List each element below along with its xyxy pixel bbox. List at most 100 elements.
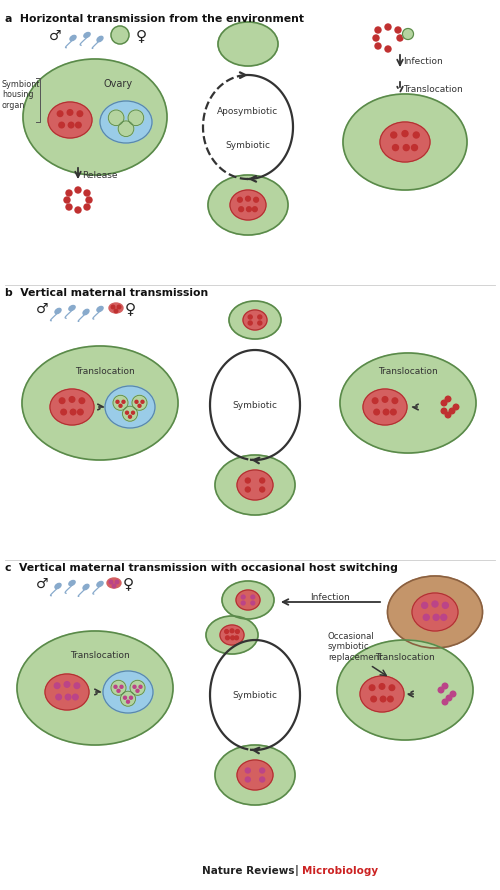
Circle shape: [132, 411, 134, 414]
Circle shape: [114, 685, 117, 688]
Circle shape: [230, 635, 234, 640]
Circle shape: [388, 696, 393, 702]
Circle shape: [413, 132, 419, 138]
Circle shape: [384, 409, 389, 415]
Circle shape: [230, 629, 234, 633]
Ellipse shape: [218, 22, 278, 66]
Circle shape: [108, 110, 124, 125]
Circle shape: [373, 35, 379, 41]
Circle shape: [445, 412, 451, 417]
Ellipse shape: [69, 305, 75, 311]
Circle shape: [251, 595, 254, 599]
Ellipse shape: [45, 674, 89, 710]
Circle shape: [372, 398, 378, 403]
Text: ♂: ♂: [49, 29, 61, 43]
Circle shape: [54, 683, 60, 689]
Circle shape: [236, 629, 240, 634]
Text: c  Vertical maternal transmission with occasional host switching: c Vertical maternal transmission with oc…: [5, 563, 398, 573]
Text: Symbiotic: Symbiotic: [226, 141, 270, 150]
Ellipse shape: [229, 301, 281, 339]
Circle shape: [248, 321, 252, 325]
Ellipse shape: [97, 581, 103, 587]
Ellipse shape: [222, 581, 274, 619]
Circle shape: [246, 768, 250, 773]
Circle shape: [246, 206, 252, 212]
Circle shape: [126, 700, 130, 703]
Ellipse shape: [230, 190, 266, 220]
Circle shape: [402, 28, 413, 39]
Ellipse shape: [97, 306, 103, 312]
Circle shape: [391, 132, 397, 138]
Circle shape: [442, 684, 448, 689]
Ellipse shape: [103, 671, 153, 713]
Circle shape: [258, 315, 262, 319]
Circle shape: [424, 614, 430, 620]
Ellipse shape: [22, 346, 178, 460]
Circle shape: [260, 487, 264, 492]
Text: Occasional
symbiotic
replacement: Occasional symbiotic replacement: [328, 632, 382, 662]
Text: Symbiont
housing
organ: Symbiont housing organ: [2, 80, 40, 109]
Circle shape: [74, 683, 80, 689]
Ellipse shape: [236, 590, 260, 610]
Circle shape: [111, 305, 115, 309]
Text: Translocation: Translocation: [378, 367, 438, 376]
Text: ♂: ♂: [36, 302, 48, 316]
Circle shape: [113, 395, 128, 410]
Circle shape: [224, 629, 228, 634]
Circle shape: [239, 206, 244, 212]
Circle shape: [116, 400, 119, 403]
Circle shape: [226, 635, 230, 640]
Ellipse shape: [109, 303, 123, 313]
Circle shape: [133, 685, 136, 688]
Ellipse shape: [237, 470, 273, 500]
Text: Translocation: Translocation: [75, 367, 135, 376]
Circle shape: [433, 614, 439, 620]
Text: b  Vertical maternal transmission: b Vertical maternal transmission: [5, 288, 208, 298]
Circle shape: [389, 685, 394, 691]
Circle shape: [246, 487, 250, 492]
Text: Symbiotic: Symbiotic: [232, 400, 278, 409]
Circle shape: [397, 35, 403, 41]
Circle shape: [56, 694, 62, 700]
Circle shape: [450, 692, 456, 697]
Circle shape: [438, 687, 444, 692]
Circle shape: [130, 696, 132, 700]
Circle shape: [392, 144, 398, 150]
Circle shape: [139, 685, 142, 688]
Text: ♀: ♀: [124, 302, 136, 317]
Text: Infection: Infection: [403, 58, 443, 67]
Text: Translocation: Translocation: [70, 651, 130, 659]
Ellipse shape: [83, 585, 89, 590]
Circle shape: [402, 131, 408, 136]
Circle shape: [445, 396, 451, 401]
Circle shape: [77, 111, 82, 117]
Ellipse shape: [363, 389, 407, 425]
Ellipse shape: [55, 309, 61, 313]
Circle shape: [69, 397, 75, 402]
Text: Symbiotic: Symbiotic: [232, 691, 278, 700]
Circle shape: [128, 416, 132, 418]
Circle shape: [67, 109, 73, 115]
Ellipse shape: [17, 631, 173, 745]
Circle shape: [124, 696, 126, 700]
Circle shape: [66, 204, 72, 210]
Circle shape: [242, 595, 245, 599]
Ellipse shape: [237, 760, 273, 790]
Ellipse shape: [48, 102, 92, 138]
Circle shape: [440, 614, 446, 620]
Circle shape: [374, 409, 380, 415]
Circle shape: [60, 398, 65, 403]
Circle shape: [84, 204, 90, 210]
Circle shape: [251, 601, 254, 605]
Text: ♀: ♀: [136, 28, 146, 44]
Ellipse shape: [243, 310, 267, 330]
Circle shape: [111, 26, 129, 44]
Ellipse shape: [340, 353, 476, 453]
Ellipse shape: [107, 578, 121, 588]
Circle shape: [258, 321, 262, 325]
Circle shape: [234, 635, 238, 640]
Circle shape: [370, 685, 375, 691]
Circle shape: [122, 406, 138, 421]
Circle shape: [122, 400, 125, 403]
Circle shape: [58, 111, 63, 117]
